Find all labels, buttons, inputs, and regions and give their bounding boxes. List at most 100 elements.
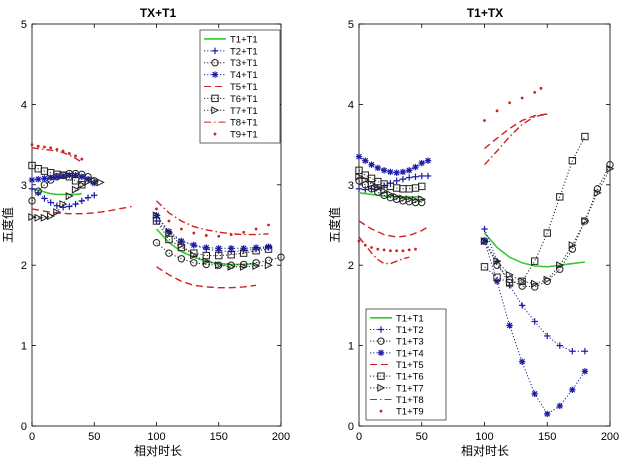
- series-T1+T5: [358, 113, 548, 238]
- x-tick-label: 0: [29, 431, 35, 443]
- data-point: [28, 212, 37, 221]
- legend-label: T1+T8: [396, 395, 424, 406]
- data-point: [494, 278, 500, 285]
- legend-label: T1+T1: [230, 34, 258, 45]
- data-point: [254, 227, 258, 231]
- data-point: [40, 213, 49, 222]
- legend-label: T1+T3: [396, 337, 424, 348]
- data-point: [518, 277, 527, 286]
- series-line: [156, 220, 269, 253]
- series-line: [483, 232, 586, 268]
- data-point: [72, 172, 79, 178]
- data-point: [386, 190, 395, 199]
- legend: T1+T1T1+T2T1+T3T1+T4T1+T5T1+T6T1+T7T1+T8…: [365, 308, 447, 421]
- data-point: [65, 192, 74, 201]
- series-T7+T1: [28, 176, 273, 271]
- data-point: [374, 177, 382, 186]
- y-tick-label: 1: [348, 341, 354, 353]
- data-point: [215, 251, 223, 260]
- data-point: [367, 179, 376, 189]
- legend-label: T9+T1: [230, 130, 258, 141]
- data-point: [520, 96, 524, 100]
- y-tick-label: 4: [348, 99, 354, 111]
- data-point: [203, 244, 210, 251]
- series-T1+T1: [31, 188, 257, 266]
- data-point: [227, 262, 236, 271]
- data-point: [543, 275, 552, 284]
- data-point: [71, 185, 80, 194]
- series-T8+T1: [31, 147, 269, 236]
- data-point: [480, 263, 489, 271]
- data-point: [568, 241, 577, 250]
- data-point: [191, 242, 197, 248]
- x-tick-label: 100: [475, 431, 493, 443]
- series-T1+T1: [358, 192, 586, 268]
- y-tick-label: 2: [348, 260, 354, 272]
- data-point: [593, 188, 602, 197]
- data-point: [406, 167, 413, 174]
- x-tick-label: 150: [210, 431, 228, 443]
- data-point: [202, 257, 211, 266]
- data-point: [356, 153, 362, 160]
- data-point: [405, 195, 414, 204]
- data-point: [543, 229, 551, 237]
- data-point: [34, 187, 42, 195]
- data-point: [375, 165, 381, 171]
- data-point: [46, 212, 55, 221]
- x-axis-label: 相对时长: [461, 444, 509, 458]
- data-point: [190, 251, 199, 260]
- data-point: [483, 119, 486, 122]
- series-line: [358, 175, 428, 191]
- data-point: [556, 261, 565, 270]
- data-point: [84, 177, 93, 186]
- y-tick-label: 2: [21, 260, 27, 272]
- data-point: [539, 86, 543, 90]
- legend-label: T8+T1: [230, 118, 258, 129]
- legend-label: T1+T9: [396, 407, 424, 418]
- data-point: [152, 217, 161, 225]
- data-point: [355, 172, 364, 181]
- series-line: [483, 113, 548, 166]
- data-point: [239, 262, 248, 271]
- data-point: [531, 257, 539, 265]
- data-point: [41, 175, 48, 182]
- data-point: [180, 227, 183, 231]
- data-point: [606, 161, 614, 169]
- data-point: [192, 231, 196, 235]
- series-T1+T9: [357, 86, 543, 253]
- data-point: [227, 251, 235, 259]
- series-T1+T7: [355, 164, 615, 288]
- data-point: [377, 372, 385, 380]
- legend-label: T1+T6: [396, 372, 424, 383]
- data-point: [481, 238, 488, 244]
- data-point: [53, 208, 62, 217]
- data-point: [267, 223, 270, 227]
- data-point: [59, 200, 68, 209]
- data-point: [71, 177, 80, 185]
- legend-label: T1+T4: [396, 348, 424, 359]
- series-line: [31, 147, 83, 163]
- legend-box: [199, 29, 281, 144]
- data-point: [480, 237, 489, 246]
- y-tick-label: 5: [348, 19, 354, 31]
- y-tick-label: 1: [21, 341, 27, 353]
- legend-label: T1+T7: [396, 383, 424, 394]
- legend-label: T3+T1: [230, 58, 258, 69]
- data-point: [36, 144, 40, 148]
- data-point: [177, 241, 186, 250]
- data-point: [493, 261, 501, 269]
- data-point: [377, 383, 386, 392]
- data-point: [215, 261, 224, 270]
- data-point: [425, 157, 431, 164]
- data-point: [213, 132, 217, 136]
- chart-right: T1+TX 相对时长 五度值 0 50 100 150 200012345T1+T1T1…: [327, 6, 619, 458]
- data-point: [412, 164, 419, 170]
- data-point: [54, 173, 60, 180]
- chart-title: TX+T1: [140, 6, 177, 20]
- data-point: [582, 368, 588, 375]
- y-tick-label: 3: [348, 180, 354, 192]
- data-point: [593, 185, 602, 193]
- series-line: [484, 136, 586, 284]
- series-T1+T4: [355, 153, 589, 418]
